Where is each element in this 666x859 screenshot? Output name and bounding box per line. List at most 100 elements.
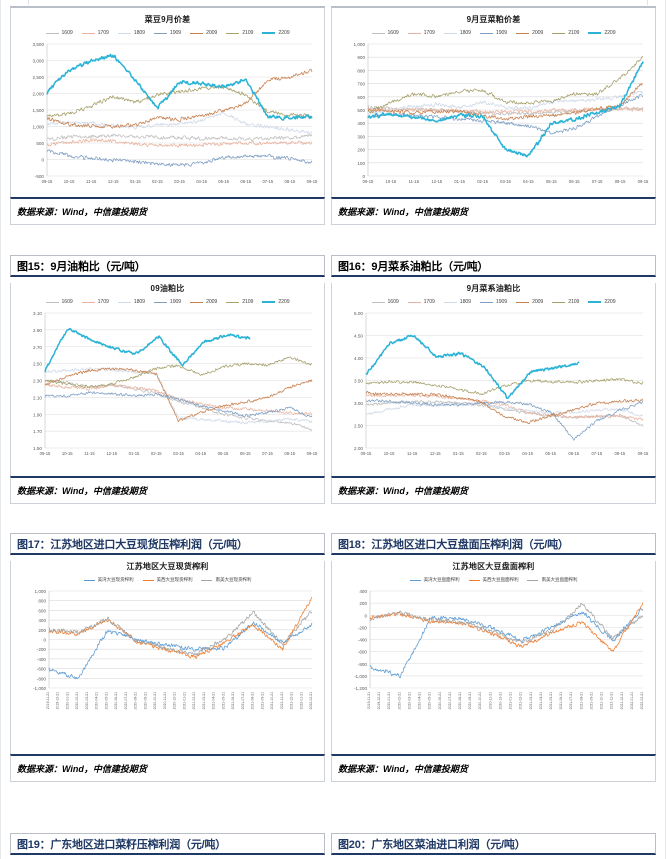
figure-19-header: 图19：广东地区进口菜籽压榨利润（元/吨） bbox=[10, 833, 325, 855]
chart-svg: -1,000 -800 -600 -400 -200 0 200 400 600 800 1,000… bbox=[33, 589, 313, 709]
legend-color-swatch bbox=[479, 301, 493, 303]
figure-footer: 数据来源：Wind，中信建投期货 bbox=[331, 476, 656, 504]
legend-label: 1709 bbox=[423, 299, 435, 305]
series-line bbox=[46, 111, 313, 136]
x-axis-tick-label: 2021-04-21 bbox=[539, 692, 543, 709]
legend-color-swatch bbox=[153, 32, 167, 34]
legend-color-swatch bbox=[516, 301, 530, 303]
figure-18-header: 图18：江苏地区进口大豆盘面压榨利润（元/吨） bbox=[331, 533, 656, 555]
legend-item[interactable]: 美西大豆盘面榨利 bbox=[468, 577, 519, 583]
legend-item[interactable]: 南美大豆现货榨利 bbox=[201, 577, 252, 583]
x-axis-tick-label: 12-15 bbox=[430, 451, 441, 456]
plot-area: 2.00 2.50 3.00 3.50 4.00 4.50 5.00 09-15 10-15 11… bbox=[338, 309, 649, 462]
legend-color-swatch bbox=[443, 32, 457, 34]
legend-color-swatch bbox=[443, 301, 457, 303]
legend-item[interactable]: 1809 bbox=[117, 299, 145, 305]
legend-item[interactable]: 1609 bbox=[45, 299, 73, 305]
y-axis-tick-label: 400 bbox=[38, 618, 46, 623]
legend-label: 1609 bbox=[387, 30, 399, 36]
x-axis-tick-label: 09-15 bbox=[307, 179, 318, 184]
y-axis-tick-label: -500 bbox=[35, 174, 45, 179]
legend-item[interactable]: 2109 bbox=[226, 30, 253, 36]
legend-label: 1909 bbox=[495, 299, 508, 305]
x-axis-tick-label: 2021-01-21 bbox=[509, 692, 513, 709]
legend-item[interactable]: 1909 bbox=[153, 30, 182, 36]
legend-item[interactable]: 1809 bbox=[443, 30, 471, 36]
legend-label: 2209 bbox=[604, 30, 616, 36]
legend-item[interactable]: 2009 bbox=[516, 299, 543, 305]
chart-body-15: 09油粕比 1609 1709 1809 1909 2009 2109 2209 1.50 1… bbox=[10, 283, 325, 476]
chart-legend: 1609 1709 1809 1909 2009 2109 2209 bbox=[11, 30, 324, 36]
legend-label: 2009 bbox=[532, 299, 544, 305]
legend-item[interactable]: 美湾大豆盘面榨利 bbox=[409, 577, 460, 583]
legend-item[interactable]: 1709 bbox=[407, 299, 435, 305]
legend-item[interactable]: 2209 bbox=[588, 30, 616, 36]
x-axis-tick-label: 06-15 bbox=[569, 179, 580, 184]
source-note: 数据来源：Wind，中信建投期货 bbox=[17, 486, 147, 496]
x-axis-tick-label: 2022-02-21 bbox=[640, 692, 644, 709]
legend-item[interactable]: 1709 bbox=[407, 30, 435, 36]
x-axis-tick-label: 09-15 bbox=[361, 451, 372, 456]
legend-item[interactable]: 美湾大豆现货榨利 bbox=[83, 577, 134, 583]
legend-item[interactable]: 2209 bbox=[262, 30, 290, 36]
legend-item[interactable]: 南美大豆盘面榨利 bbox=[527, 577, 578, 583]
legend-label: 1809 bbox=[133, 299, 145, 305]
legend-item[interactable]: 2109 bbox=[552, 30, 579, 36]
x-axis-tick-label: 05-15 bbox=[218, 179, 229, 184]
x-axis-tick-label: 06-15 bbox=[568, 451, 579, 456]
x-axis-tick-label: 05-15 bbox=[546, 179, 557, 184]
x-axis-tick-label: 2022-01-21 bbox=[630, 692, 634, 709]
y-axis-tick-label: 800 bbox=[357, 68, 365, 73]
legend-item[interactable]: 2009 bbox=[190, 30, 217, 36]
legend-color-swatch bbox=[371, 32, 385, 34]
figure-15-header: 图15：9月油粕比（元/吨） bbox=[10, 255, 325, 277]
legend-color-swatch bbox=[407, 32, 421, 34]
y-axis-tick-label: 1,500 bbox=[33, 108, 45, 113]
legend-item[interactable]: 1709 bbox=[81, 299, 109, 305]
x-axis-tick-label: 01-15 bbox=[129, 451, 140, 456]
x-axis-tick-label: 10-15 bbox=[384, 451, 395, 456]
legend-item[interactable]: 1609 bbox=[371, 299, 399, 305]
series-line bbox=[365, 402, 644, 417]
x-axis-tick-label: 2020-08-21 bbox=[134, 692, 138, 709]
legend-item[interactable]: 2109 bbox=[552, 299, 579, 305]
figure-16-header: 图16：9月菜系油粕比（元/吨） bbox=[331, 255, 656, 277]
legend-color-swatch bbox=[527, 579, 539, 581]
x-axis-tick-label: 2021-06-21 bbox=[559, 692, 563, 709]
legend-item[interactable]: 2209 bbox=[262, 299, 290, 305]
chart-body-18: 江苏地区大豆盘面榨利 美湾大豆盘面榨利 美西大豆盘面榨利 南美大豆盘面榨利 -1,2… bbox=[331, 561, 656, 754]
legend-item[interactable]: 1709 bbox=[81, 30, 109, 36]
legend-item[interactable]: 1609 bbox=[45, 30, 73, 36]
y-axis-tick-label: 2.50 bbox=[354, 424, 363, 429]
x-axis-tick-label: 2022-01-21 bbox=[299, 692, 303, 709]
series-line bbox=[365, 399, 644, 441]
legend-item[interactable]: 1809 bbox=[443, 299, 471, 305]
x-axis-tick-label: 11-15 bbox=[86, 179, 97, 184]
legend-color-swatch bbox=[588, 301, 602, 303]
chart-legend: 美湾大豆盘面榨利 美西大豆盘面榨利 南美大豆盘面榨利 bbox=[332, 577, 655, 583]
legend-color-swatch bbox=[117, 32, 131, 34]
legend-item[interactable]: 1909 bbox=[479, 299, 508, 305]
x-axis-tick-label: 05-15 bbox=[545, 451, 556, 456]
legend-item[interactable]: 1609 bbox=[371, 30, 399, 36]
legend-item[interactable]: 1809 bbox=[117, 30, 145, 36]
legend-item[interactable]: 2109 bbox=[226, 299, 253, 305]
y-axis-tick-label: 500 bbox=[357, 108, 365, 113]
chart-legend: 美湾大豆现货榨利 美西大豆现货榨利 南美大豆现货榨利 bbox=[11, 577, 324, 583]
legend-item[interactable]: 2009 bbox=[190, 299, 217, 305]
chart-body-top-left: 菜豆9月价差 1609 1709 1809 1909 2009 2109 2209 -500… bbox=[10, 7, 325, 197]
chart-svg: 1.50 1.70 1.90 2.10 2.30 2.50 2.70 2.90 3.10 09-1… bbox=[33, 311, 318, 456]
series-line bbox=[367, 61, 644, 158]
legend-item[interactable]: 2209 bbox=[588, 299, 616, 305]
legend-item[interactable]: 1909 bbox=[153, 299, 181, 305]
legend-item[interactable]: 1909 bbox=[479, 30, 507, 36]
series-line bbox=[48, 621, 313, 680]
source-note: 数据来源：Wind，中信建投期货 bbox=[338, 764, 468, 774]
legend-label: 1909 bbox=[169, 30, 182, 36]
legend-color-swatch bbox=[226, 32, 240, 34]
legend-label: 1809 bbox=[133, 30, 145, 36]
x-axis-tick-label: 2021-02-21 bbox=[519, 692, 523, 709]
legend-item[interactable]: 美西大豆现货榨利 bbox=[142, 577, 193, 583]
legend-item[interactable]: 2009 bbox=[516, 30, 543, 36]
chart-title: 江苏地区大豆盘面榨利 bbox=[452, 562, 535, 571]
